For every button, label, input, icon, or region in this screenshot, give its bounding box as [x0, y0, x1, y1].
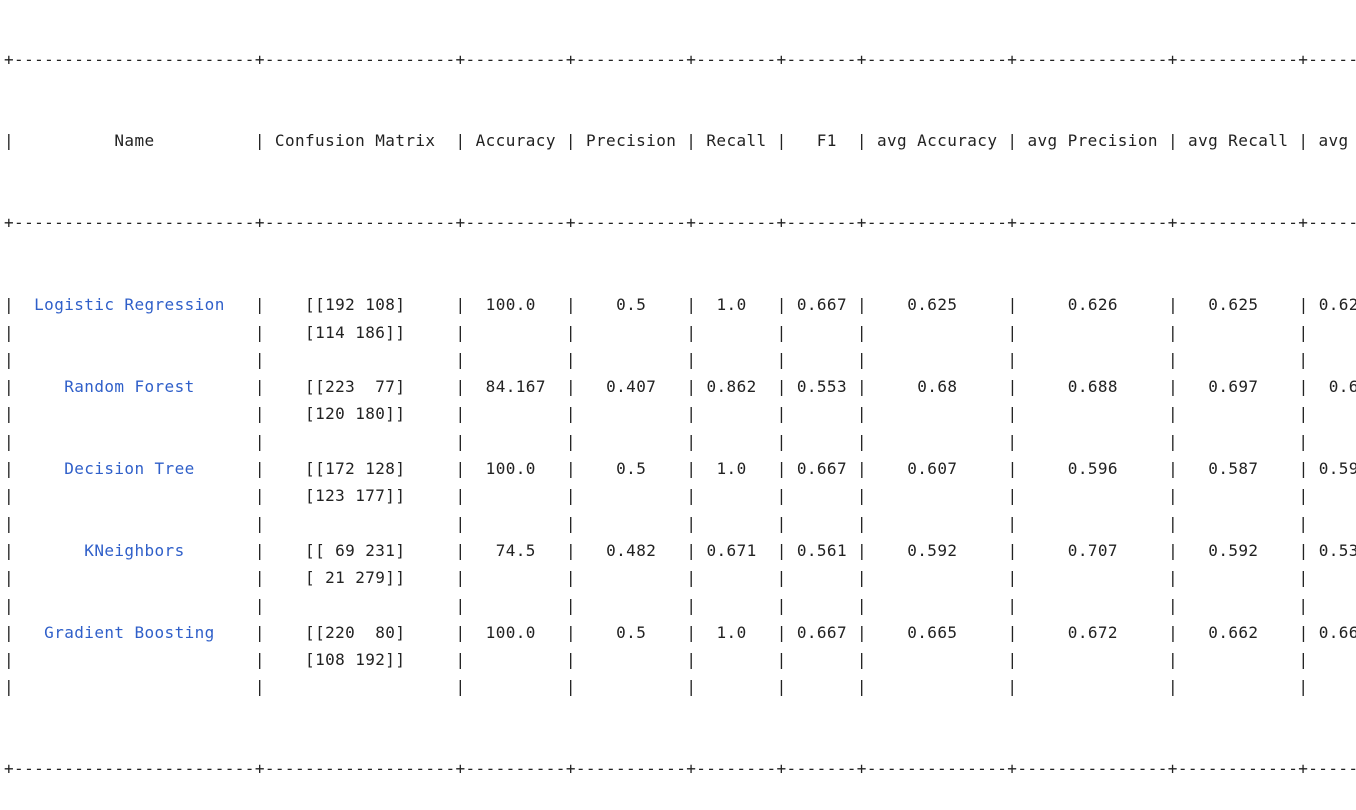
- table-row: | | [114 186]] | | | | | | | | |: [4, 322, 1309, 342]
- table-header-row: | Name | Confusion Matrix | Accuracy | P…: [4, 127, 1356, 154]
- table-row: | | | | | | | | | | |: [4, 513, 1309, 533]
- model-name: KNeighbors: [84, 540, 185, 560]
- avg-precision-value: 0.596: [1067, 459, 1118, 479]
- avg-f1-value: 0.669: [1318, 622, 1356, 642]
- avg-accuracy-value: 0.665: [907, 622, 958, 642]
- model-name: Decision Tree: [64, 459, 195, 479]
- table-row: | Gradient Boosting | [[220 80] | 100.0 …: [4, 619, 1356, 646]
- header-avg-precision: avg Precision: [1027, 131, 1158, 151]
- confusion-matrix-line: [120 180]]: [305, 404, 406, 424]
- avg-precision-value: 0.626: [1067, 295, 1118, 315]
- header-avg-accuracy: avg Accuracy: [876, 131, 998, 151]
- table-border-top: +------------------------+--------------…: [4, 49, 1356, 69]
- terminal-output: +------------------------+--------------…: [4, 0, 1356, 810]
- avg-accuracy-value: 0.625: [907, 295, 958, 315]
- table-row: | Logistic Regression | [[192 108] | 100…: [4, 291, 1356, 318]
- header-f1: F1: [816, 131, 837, 151]
- table-row: | | | | | | | | | | |: [4, 677, 1309, 697]
- table-row: | | | | | | | | | | |: [4, 349, 1309, 369]
- confusion-matrix-line: [[172 128]: [305, 459, 406, 479]
- header-name: Name: [14, 131, 255, 151]
- table-row: | | [120 180]] | | | | | | | | |: [4, 404, 1309, 424]
- avg-f1-value: 0.65: [1328, 377, 1356, 397]
- recall-value: 0.671: [706, 540, 757, 560]
- table-row: | | | | | | | | | | |: [4, 595, 1309, 615]
- avg-accuracy-value: 0.592: [907, 540, 958, 560]
- table-row: | | [ 21 279]] | | | | | | | | |: [4, 568, 1309, 588]
- precision-value: 0.407: [606, 377, 657, 397]
- confusion-matrix-line: [108 192]]: [305, 650, 406, 670]
- header-avg-recall: avg Recall: [1188, 131, 1289, 151]
- recall-value: 1.0: [716, 459, 747, 479]
- recall-value: 0.862: [706, 377, 757, 397]
- avg-accuracy-value: 0.68: [917, 377, 958, 397]
- confusion-matrix-line: [123 177]]: [305, 486, 406, 506]
- confusion-matrix-line: [[223 77]: [305, 377, 406, 397]
- header-accuracy: Accuracy: [475, 131, 556, 151]
- avg-precision-value: 0.688: [1067, 377, 1118, 397]
- table-row: | | [108 192]] | | | | | | | | |: [4, 650, 1309, 670]
- avg-f1-value: 0.624: [1318, 295, 1356, 315]
- accuracy-value: 100.0: [485, 459, 536, 479]
- confusion-matrix-line: [[192 108]: [305, 295, 406, 315]
- precision-value: 0.5: [616, 459, 647, 479]
- avg-accuracy-value: 0.607: [907, 459, 958, 479]
- f1-value: 0.667: [796, 622, 847, 642]
- model-name: Logistic Regression: [34, 295, 225, 315]
- model-name: Random Forest: [64, 377, 195, 397]
- avg-f1-value: 0.532: [1318, 540, 1356, 560]
- avg-recall-value: 0.587: [1208, 459, 1259, 479]
- f1-value: 0.553: [796, 377, 847, 397]
- header-precision: Precision: [585, 131, 677, 151]
- confusion-matrix-line: [114 186]]: [305, 322, 406, 342]
- precision-value: 0.482: [606, 540, 657, 560]
- table-border-header: +------------------------+--------------…: [4, 213, 1356, 233]
- accuracy-value: 74.5: [495, 540, 536, 560]
- avg-recall-value: 0.662: [1208, 622, 1259, 642]
- recall-value: 1.0: [716, 295, 747, 315]
- avg-precision-value: 0.707: [1067, 540, 1118, 560]
- table-row: | Random Forest | [[223 77] | 84.167 | 0…: [4, 373, 1356, 400]
- precision-value: 0.5: [616, 295, 647, 315]
- avg-recall-value: 0.592: [1208, 540, 1259, 560]
- confusion-matrix-line: [[220 80]: [305, 622, 406, 642]
- recall-value: 1.0: [716, 622, 747, 642]
- table-border-bottom: +------------------------+--------------…: [4, 759, 1356, 779]
- accuracy-value: 84.167: [485, 377, 546, 397]
- confusion-matrix-line: [ 21 279]]: [305, 568, 406, 588]
- f1-value: 0.561: [796, 540, 847, 560]
- avg-f1-value: 0.596: [1318, 459, 1356, 479]
- precision-value: 0.5: [616, 622, 647, 642]
- avg-recall-value: 0.625: [1208, 295, 1259, 315]
- avg-precision-value: 0.672: [1067, 622, 1118, 642]
- model-name: Gradient Boosting: [44, 622, 215, 642]
- table-row: | | [123 177]] | | | | | | | | |: [4, 486, 1309, 506]
- accuracy-value: 100.0: [485, 295, 536, 315]
- f1-value: 0.667: [796, 459, 847, 479]
- avg-recall-value: 0.697: [1208, 377, 1259, 397]
- header-confusion-matrix: Confusion Matrix: [274, 131, 436, 151]
- accuracy-value: 100.0: [485, 622, 536, 642]
- f1-value: 0.667: [796, 295, 847, 315]
- header-recall: Recall: [706, 131, 767, 151]
- confusion-matrix-line: [[ 69 231]: [305, 540, 406, 560]
- table-row: | Decision Tree | [[172 128] | 100.0 | 0…: [4, 455, 1356, 482]
- table-row: | | | | | | | | | | |: [4, 431, 1309, 451]
- table-row: | KNeighbors | [[ 69 231] | 74.5 | 0.482…: [4, 537, 1356, 564]
- header-avg-f1: avg F1: [1318, 131, 1349, 151]
